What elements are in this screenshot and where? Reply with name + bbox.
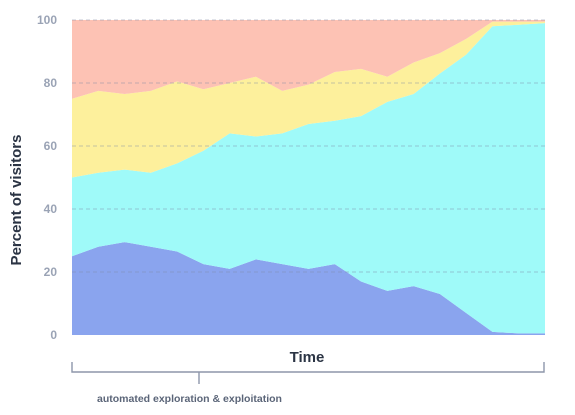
area-series-group [72, 20, 545, 335]
y-tick-label-80: 80 [44, 76, 58, 90]
time-bracket [71, 362, 545, 384]
area-series-2 [72, 23, 545, 334]
y-axis-ticks: 0 20 40 60 80 100 [37, 13, 57, 342]
y-tick-label-60: 60 [44, 139, 58, 153]
y-tick-label-40: 40 [44, 202, 58, 216]
area-series-4 [72, 20, 545, 99]
gridlines [72, 19, 545, 273]
x-axis-label: Time [290, 349, 325, 366]
y-tick-label-100: 100 [37, 13, 57, 27]
area-series-3 [72, 21, 545, 178]
y-tick-label-0: 0 [50, 328, 57, 342]
area-series-1 [72, 242, 545, 335]
y-tick-label-20: 20 [44, 265, 58, 279]
bracket-label: automated exploration & exploitation [97, 393, 282, 405]
y-axis-label: Percent of visitors [8, 135, 25, 266]
